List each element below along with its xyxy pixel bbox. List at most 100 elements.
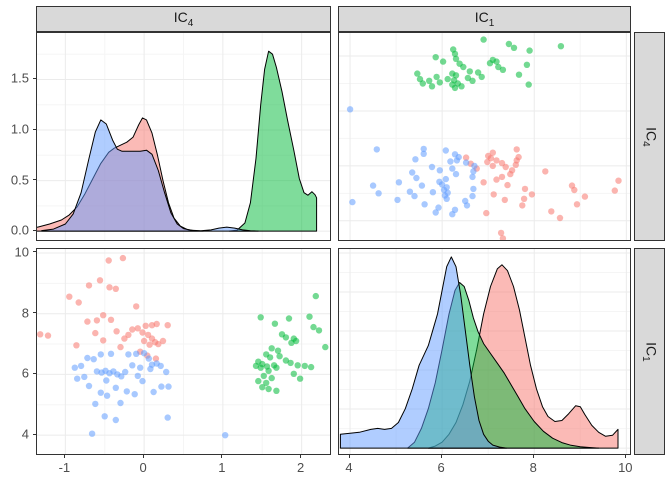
scatter-point-blue — [449, 165, 456, 172]
axis-tick-mark — [221, 455, 223, 458]
scatter-point-blue — [394, 196, 401, 204]
density-curve-blue — [339, 256, 508, 449]
axis-tick-label: 0.0 — [10, 222, 29, 238]
scatter-point-blue — [117, 399, 124, 407]
scatter-point-red — [521, 185, 529, 193]
scatter-point-blue — [92, 400, 99, 408]
axis-tick-mark — [440, 455, 442, 458]
axis-tick-label: 2 — [297, 460, 305, 475]
scatter-point-red — [556, 214, 564, 222]
scatter-point-blue — [163, 368, 170, 376]
axis-tick-label: 0 — [139, 460, 147, 475]
scatter-point-red — [498, 159, 506, 167]
scatter-point-blue — [349, 198, 356, 206]
scatter-point-red — [140, 337, 148, 345]
scatter-point-green — [464, 74, 472, 82]
scatter-point-green — [288, 339, 295, 346]
scatter-point-green — [255, 377, 262, 385]
scatter-point-green — [433, 73, 440, 81]
scatter-point-red — [106, 284, 113, 291]
scatter-point-red — [499, 235, 507, 240]
scatter-point-red — [497, 229, 505, 237]
panel-ic1-density — [338, 248, 631, 455]
scatter-point-red — [513, 146, 520, 153]
scatter-point-red — [146, 341, 153, 348]
scatter-point-red — [164, 322, 171, 329]
scatter-point-red — [508, 167, 516, 174]
scatter-point-red — [498, 173, 506, 181]
facet-strip-label: IC1 — [474, 9, 495, 29]
scatter-point-blue — [462, 159, 470, 166]
panel-ic1-vs-ic4-scatter — [338, 32, 631, 241]
scatter-point-blue — [409, 169, 416, 176]
scatter-point-green — [505, 40, 513, 48]
axis-tick-label: 6 — [437, 460, 445, 475]
scatter-point-red — [44, 332, 52, 339]
axis-tick-mark — [624, 455, 626, 458]
scatter-point-blue — [112, 384, 120, 391]
scatter-point-green — [282, 334, 290, 341]
scatter-point-red — [484, 158, 491, 166]
facet-strip-label: IC4 — [639, 126, 660, 147]
scatter-point-red — [480, 179, 487, 186]
scatter-point-red — [520, 195, 528, 202]
scatter-point-blue — [470, 185, 477, 193]
scatter-point-green — [315, 327, 323, 334]
scatter-point-red — [117, 343, 124, 351]
scatter-point-blue — [436, 178, 443, 185]
scatter-point-red — [573, 201, 581, 208]
scatter-point-green — [265, 385, 272, 393]
scatter-point-green — [523, 61, 531, 68]
axis-tick-mark — [33, 229, 36, 231]
scatter-point-green — [525, 81, 532, 88]
scatter-point-green — [290, 370, 297, 377]
axis-tick-label: 4 — [21, 426, 29, 442]
scatter-point-blue — [470, 168, 477, 175]
scatter-point-red — [155, 340, 162, 348]
scatter-point-blue — [147, 365, 154, 373]
axis-tick-label: 4 — [345, 460, 353, 475]
scatter-point-red — [113, 328, 120, 335]
axis-tick-mark — [142, 455, 144, 458]
scatter-point-red — [493, 157, 500, 164]
scatter-point-blue — [137, 364, 144, 371]
scatter-point-blue — [97, 389, 104, 396]
scatter-point-blue — [131, 391, 138, 398]
scatter-point-green — [268, 345, 275, 352]
scatter-point-green — [474, 69, 482, 76]
scatter-point-red — [489, 149, 496, 156]
scatter-point-red — [489, 162, 496, 170]
scatter-point-blue — [373, 146, 380, 153]
scatter-point-green — [466, 68, 473, 75]
scatter-point-red — [542, 168, 549, 175]
scatter-point-blue — [90, 356, 97, 363]
scatter-point-green — [282, 357, 290, 364]
scatter-point-blue — [139, 377, 146, 385]
scatter-point-blue — [411, 192, 418, 200]
axis-tick-label: -1 — [58, 460, 71, 475]
density-curve-blue — [41, 119, 259, 232]
scatter-point-red — [462, 154, 470, 161]
scatter-point-green — [257, 314, 264, 321]
scatter-point-red — [483, 209, 490, 217]
scatter-point-green — [259, 384, 266, 391]
scatter-point-red — [611, 187, 618, 194]
scatter-point-blue — [406, 188, 414, 195]
scatter-point-blue — [123, 388, 130, 395]
scatter-point-red — [515, 153, 522, 161]
scatter-point-green — [301, 362, 308, 370]
scatter-point-green — [428, 83, 436, 90]
scatter-point-blue — [412, 156, 419, 163]
scatter-point-green — [294, 362, 301, 369]
scatter-point-green — [426, 77, 433, 84]
scatter-point-red — [159, 337, 167, 345]
scatter-point-blue — [164, 414, 171, 421]
scatter-point-blue — [97, 351, 104, 358]
axis-tick-label: 1.0 — [10, 121, 29, 137]
scatter-point-blue — [471, 162, 478, 170]
density-curve-green — [228, 50, 318, 232]
scatter-point-blue — [118, 373, 125, 380]
panel-ic4-vs-ic1-scatter — [36, 248, 331, 455]
scatter-point-green — [450, 77, 458, 84]
